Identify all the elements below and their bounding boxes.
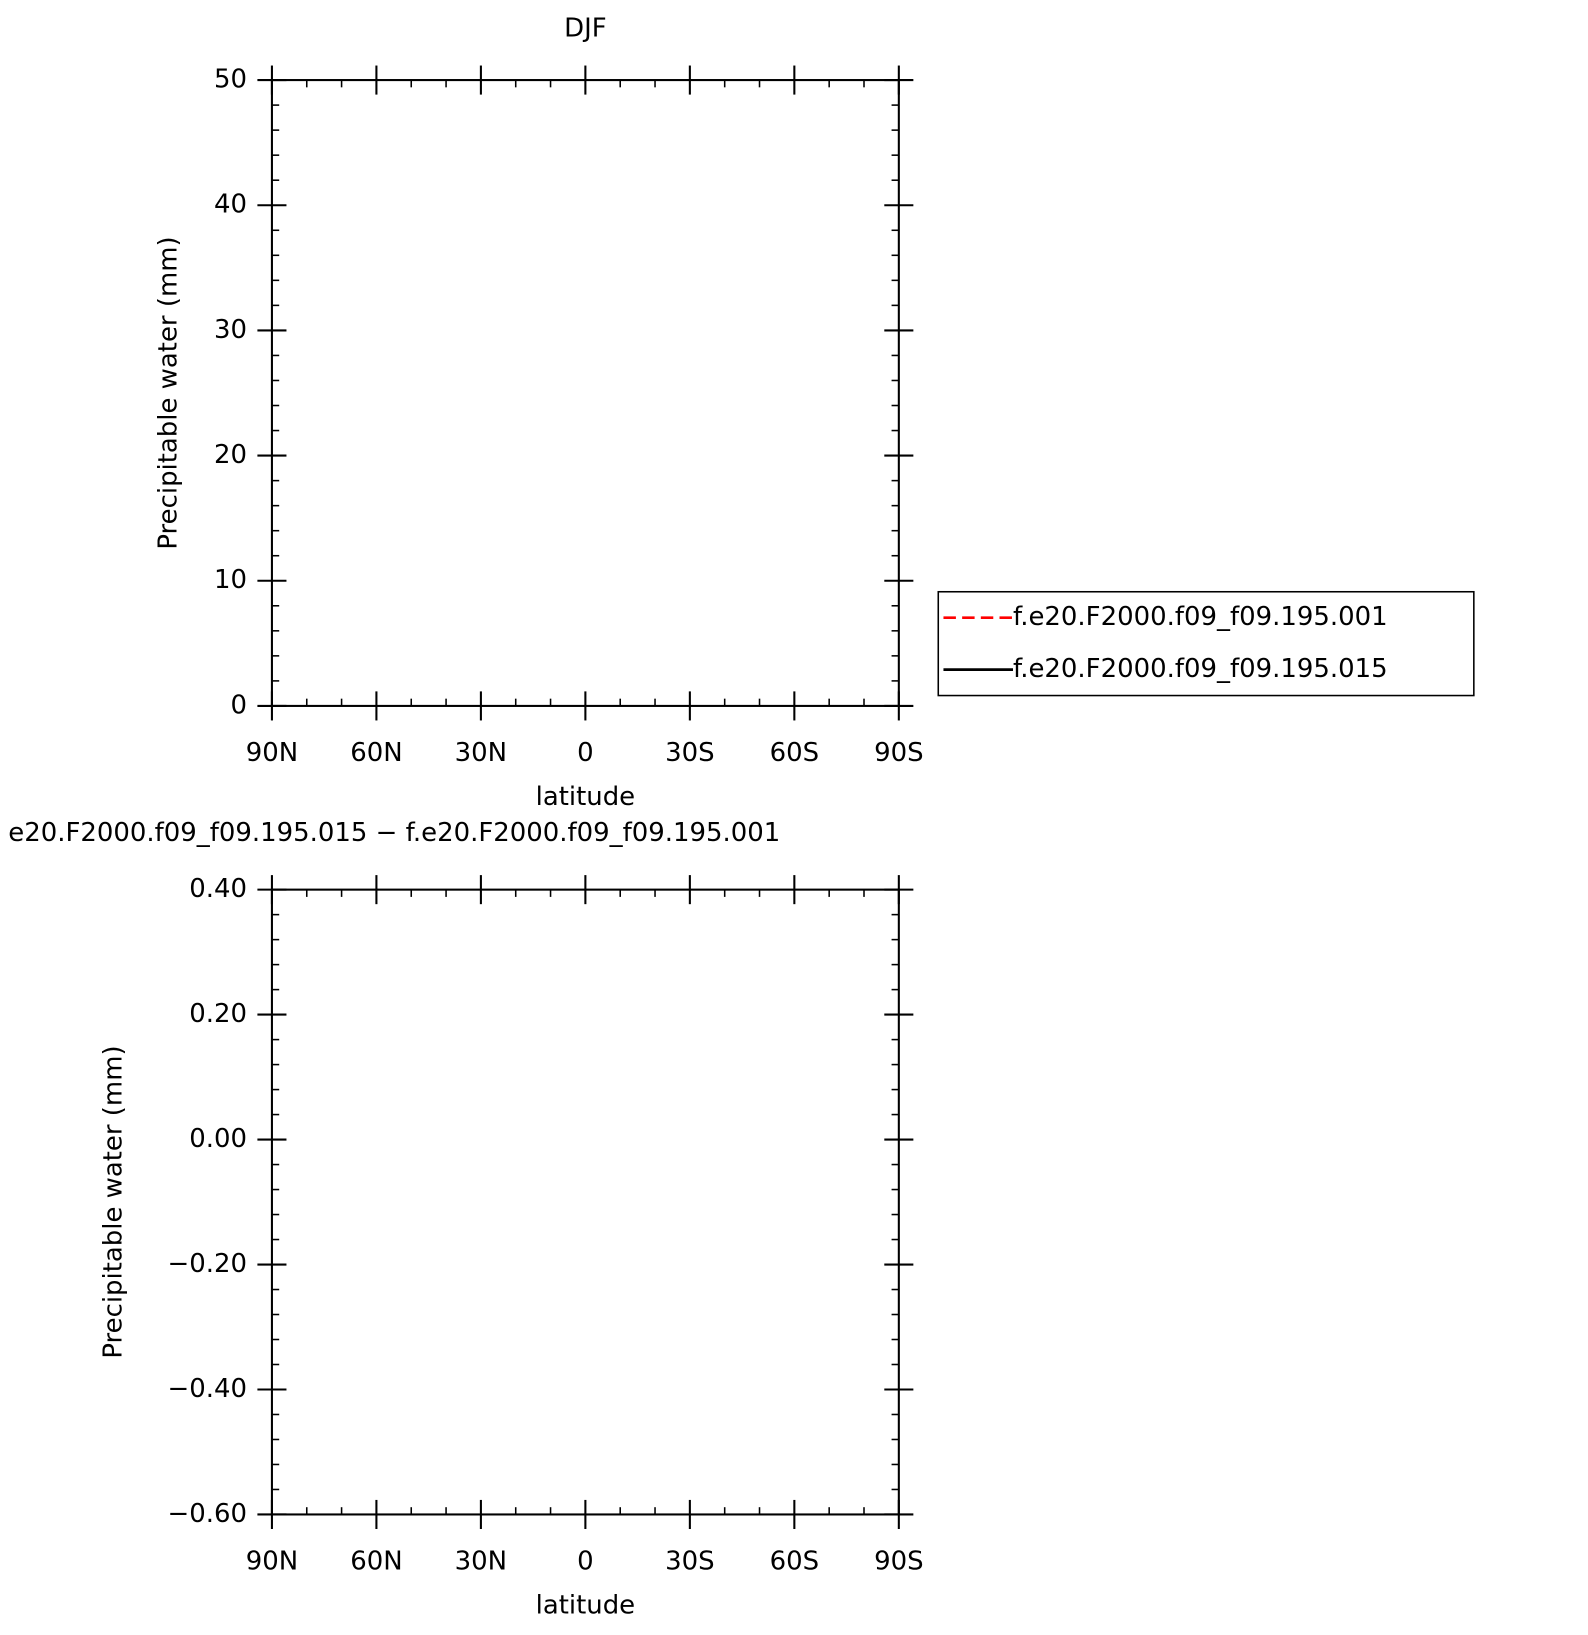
x-tick-label: 30N xyxy=(455,738,507,768)
y-tick-label: −0.20 xyxy=(168,1249,247,1279)
x-tick-label: 90S xyxy=(874,738,923,768)
x-tick-label: 0 xyxy=(577,1547,594,1577)
y-tick-label: 40 xyxy=(214,190,247,220)
x-tick-label: 90N xyxy=(246,738,298,768)
legend-label: f.e20.F2000.f09_f09.195.001 xyxy=(1013,602,1388,632)
x-tick-label: 60N xyxy=(350,1547,402,1577)
x-tick-label: 60S xyxy=(770,1547,819,1577)
legend-box xyxy=(937,590,1475,697)
x-tick-label: 0 xyxy=(577,738,594,768)
x-tick-label: 90S xyxy=(874,1547,923,1577)
y-tick-label: 20 xyxy=(214,440,247,470)
y-tick-label: 0.00 xyxy=(189,1124,247,1154)
y-tick-label: 0.20 xyxy=(189,999,247,1029)
chart-title: DJF xyxy=(564,14,607,44)
y-tick-label: 0 xyxy=(231,690,248,720)
x-axis-label: latitude xyxy=(536,1590,636,1620)
y-tick-label: 0.40 xyxy=(189,874,247,904)
y-tick-label: −0.60 xyxy=(168,1499,247,1529)
x-tick-label: 30S xyxy=(665,738,714,768)
y-tick-label: 10 xyxy=(214,565,247,595)
x-tick-label: 30N xyxy=(455,1547,507,1577)
x-tick-label: 90N xyxy=(246,1547,298,1577)
y-tick-label: −0.40 xyxy=(168,1374,247,1404)
y-tick-label: 50 xyxy=(214,65,247,95)
chart-title: e20.F2000.f09_f09.195.015 − f.e20.F2000.… xyxy=(8,818,780,848)
x-tick-label: 30S xyxy=(665,1547,714,1577)
plot-frame xyxy=(270,888,900,1516)
y-axis-label: Precipitable water (mm) xyxy=(154,236,184,549)
plot-frame xyxy=(270,79,900,707)
y-tick-label: 30 xyxy=(214,315,247,345)
x-tick-label: 60S xyxy=(770,738,819,768)
x-tick-label: 60N xyxy=(350,738,402,768)
y-axis-label: Precipitable water (mm) xyxy=(99,1045,129,1358)
x-axis-label: latitude xyxy=(536,782,636,812)
legend-label: f.e20.F2000.f09_f09.195.015 xyxy=(1013,654,1388,684)
